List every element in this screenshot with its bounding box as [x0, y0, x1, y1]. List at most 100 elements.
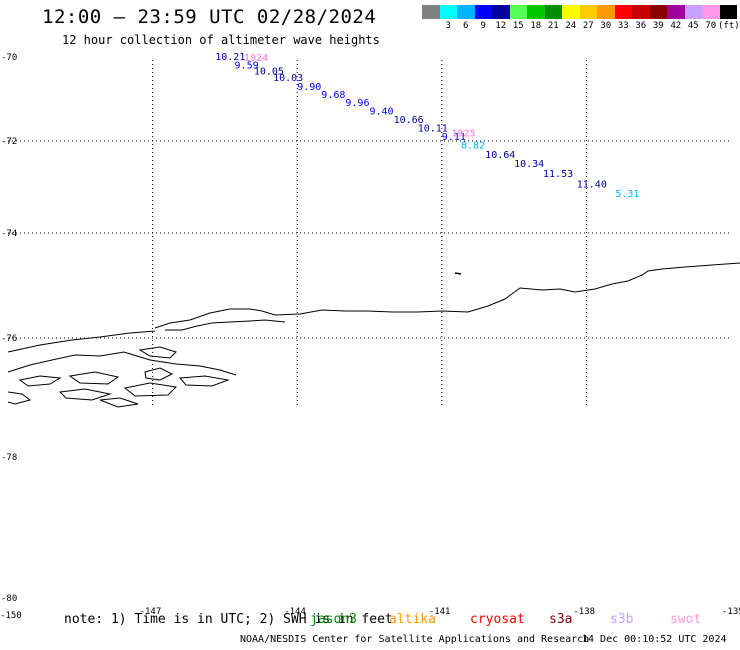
- scale-swatch-color: [422, 5, 440, 19]
- scale-swatch: [422, 5, 440, 32]
- scale-swatch-color: [457, 5, 475, 19]
- wave-height-label: 10.05: [254, 67, 284, 78]
- scale-swatch-label: 39: [652, 21, 664, 31]
- coast-segment-bay: [138, 346, 177, 359]
- island-4: [178, 375, 230, 387]
- scale-swatch-label: 36: [635, 21, 647, 31]
- island-small: [454, 272, 462, 275]
- scale-swatch-label: 42: [670, 21, 682, 31]
- scale-unit: (ft): [718, 21, 740, 31]
- island-5: [123, 382, 178, 397]
- scale-swatch: 30: [597, 5, 615, 32]
- pass-time-label: 1925: [451, 129, 475, 140]
- scale-swatch: 21: [544, 5, 562, 32]
- footer-note: note: 1) Time is in UTC; 2) SWH is in fe…: [64, 612, 393, 627]
- scale-swatch-color: [684, 5, 702, 19]
- axis-labels: -70 -72 -74 -76 -78 -80 -150 -147 -144 -141 -138 -1…: [0, 53, 740, 621]
- wave-height-label: 10.66: [394, 115, 424, 126]
- scale-swatch: 42: [667, 5, 685, 32]
- scale-swatch: 45: [684, 5, 702, 32]
- satellite-legend-item: cryosat: [470, 612, 525, 627]
- scale-swatch-label: 24: [565, 21, 577, 31]
- scale-swatch-color: [527, 5, 545, 19]
- wave-height-label: 9.40: [370, 107, 394, 118]
- island-1: [18, 375, 62, 387]
- scale-swatch-label: 33: [617, 21, 629, 31]
- coast-segment-west: [7, 330, 156, 353]
- wave-height-label: 9.59: [235, 60, 259, 71]
- lat-label: -76: [1, 334, 17, 344]
- scale-swatch: 27: [579, 5, 597, 32]
- scale-swatch-color: [632, 5, 650, 19]
- scale-swatch: 3: [439, 5, 457, 32]
- satellite-legend-item: altika: [389, 612, 436, 627]
- scale-swatch: 9: [474, 5, 492, 32]
- scale-swatch-label: 70: [705, 21, 717, 31]
- scale-swatch: 33: [614, 5, 632, 32]
- scale-swatch-color: [719, 5, 737, 19]
- lon-label: -138: [573, 607, 595, 617]
- scale-swatch: 18: [527, 5, 545, 32]
- lat-label: -74: [1, 229, 17, 239]
- page-subtitle: 12 hour collection of altimeter wave hei…: [62, 33, 380, 47]
- lat-label: -78: [1, 453, 17, 463]
- wave-height-label: 11.53: [543, 169, 573, 180]
- scale-swatch: 6: [457, 5, 475, 32]
- page-title: 12:00 – 23:59 UTC 02/28/2024: [42, 6, 377, 28]
- color-scale-legend: 3 6 9 12 15 18 21 24 27 30 33 36 39 42 45 70: [422, 5, 737, 32]
- scale-swatch: 15: [509, 5, 527, 32]
- scale-swatch-label: 6: [463, 21, 469, 31]
- wave-height-label: 10.03: [273, 73, 303, 84]
- island-2: [68, 371, 120, 385]
- scale-swatch-color: [544, 5, 562, 19]
- wave-height-track: 10.219.5910.0510.039.909.689.969.4010.66…: [215, 52, 639, 200]
- satellite-legend-item: s3b: [610, 612, 634, 627]
- scale-swatch-label: 9: [480, 21, 486, 31]
- scale-swatch-label: 27: [582, 21, 594, 31]
- wave-height-label: 10.64: [485, 150, 515, 161]
- wave-height-label: 10.21: [215, 52, 245, 63]
- satellite-legend-item: swot: [670, 612, 702, 627]
- coast-segment-inner: [165, 319, 286, 331]
- satellite-legend-item: jason3: [310, 612, 357, 627]
- wave-height-label: 9.96: [345, 98, 369, 109]
- wave-height-label: 10.34: [514, 159, 544, 170]
- footer-credit: NOAA/NESDIS Center for Satellite Applica…: [240, 634, 590, 645]
- scale-swatch-label: 3: [445, 21, 451, 31]
- scale-swatch-color: [579, 5, 597, 19]
- island-6: [58, 388, 112, 401]
- wave-height-label: 9.90: [297, 82, 321, 93]
- scale-swatch-label: 18: [530, 21, 542, 31]
- scale-swatch-color: [474, 5, 492, 19]
- wave-height-label: 10.11: [418, 123, 448, 134]
- scale-swatch: 39: [649, 5, 667, 32]
- satellite-legend-item: s3a: [549, 612, 573, 627]
- coast-segment-west-2: [7, 351, 237, 376]
- scale-swatch-color: [649, 5, 667, 19]
- scale-swatch-color: [597, 5, 615, 19]
- scale-swatch-label: 45: [687, 21, 699, 31]
- pass-time-label: 1924: [244, 53, 268, 64]
- scale-swatch-color: [667, 5, 685, 19]
- scale-swatch-color: [509, 5, 527, 19]
- island-8: [7, 391, 32, 405]
- coastline: [7, 262, 740, 408]
- scale-swatch-color: [562, 5, 580, 19]
- scale-swatch: 24: [562, 5, 580, 32]
- wave-height-label: 5.31: [615, 189, 639, 200]
- scale-swatch-color: [439, 5, 457, 19]
- wave-height-label: 9.11: [442, 132, 466, 143]
- scale-swatch-color: [492, 5, 510, 19]
- lon-label: -147: [140, 607, 162, 617]
- lon-label: -144: [284, 607, 306, 617]
- scale-swatch: 70: [702, 5, 720, 32]
- island-3: [144, 367, 174, 381]
- wave-height-label: 11.40: [577, 180, 607, 191]
- lon-label: -141: [429, 607, 451, 617]
- scale-swatch: 36: [632, 5, 650, 32]
- wave-height-label: 8.82: [461, 141, 485, 152]
- scale-swatch-color: [614, 5, 632, 19]
- lon-label: -135: [722, 607, 740, 617]
- lat-label: -80: [1, 594, 17, 604]
